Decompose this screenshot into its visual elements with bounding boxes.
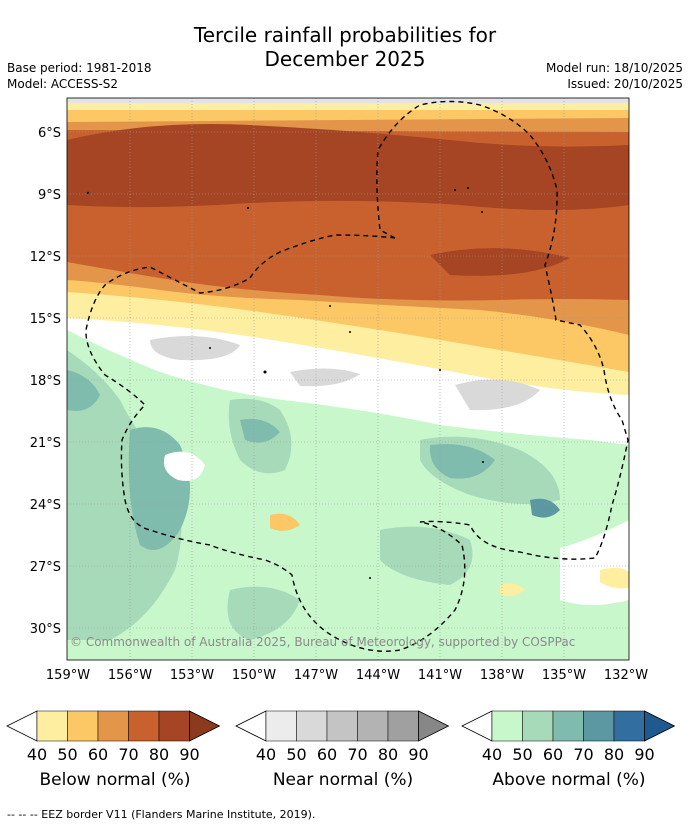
legend-left-arrow bbox=[235, 710, 267, 742]
lat-label: 6°S bbox=[38, 126, 61, 141]
legend-swatch bbox=[158, 710, 190, 742]
legend-value: 60 bbox=[88, 745, 108, 764]
legend-value: 80 bbox=[149, 745, 169, 764]
legend-value: 70 bbox=[118, 745, 138, 764]
lon-label: 138°W bbox=[480, 668, 524, 683]
lat-label: 21°S bbox=[30, 436, 61, 451]
lat-label: 12°S bbox=[30, 250, 61, 265]
legend-swatch bbox=[583, 710, 615, 742]
lon-label: 156°W bbox=[108, 668, 152, 683]
lat-label: 9°S bbox=[38, 188, 61, 203]
legend-swatch bbox=[296, 710, 328, 742]
map-title: Tercile rainfall probabilities for Decem… bbox=[0, 23, 690, 71]
map-frame bbox=[66, 97, 630, 661]
lat-label: 30°S bbox=[30, 622, 61, 637]
title-line-2: December 2025 bbox=[264, 47, 426, 71]
model-name: Model: ACCESS-S2 bbox=[7, 77, 119, 91]
legend-title-below: Below normal (%) bbox=[39, 770, 191, 790]
legend-swatch bbox=[552, 710, 584, 742]
lon-label: 144°W bbox=[356, 668, 400, 683]
map-field bbox=[67, 98, 629, 660]
legend-left-arrow bbox=[6, 710, 38, 742]
legends: 40 50 60 70 80 90 40 50 60 70 80 90 40 50 60 70 80 90 bbox=[6, 710, 676, 764]
legend-value: 50 bbox=[286, 745, 306, 764]
model-run: Model run: 18/10/2025 bbox=[545, 61, 683, 75]
lat-label: 27°S bbox=[30, 560, 61, 575]
legend-value: 60 bbox=[543, 745, 563, 764]
legend-swatch bbox=[387, 710, 419, 742]
legend-value: 80 bbox=[378, 745, 398, 764]
legend-title-above: Above normal (%) bbox=[492, 770, 646, 790]
legend-swatch bbox=[491, 710, 523, 742]
legend-value: 70 bbox=[347, 745, 367, 764]
legend-value: 90 bbox=[408, 745, 428, 764]
legend-swatch bbox=[522, 710, 554, 742]
legend-swatch bbox=[128, 710, 160, 742]
eez-border bbox=[85, 100, 629, 652]
meta-right: Model run: 18/10/2025 Issued: 20/10/2025 bbox=[546, 60, 683, 92]
legend-swatch bbox=[36, 710, 68, 742]
lat-label: 24°S bbox=[30, 498, 61, 513]
legend-left-arrow bbox=[461, 710, 493, 742]
legend-title-near: Near normal (%) bbox=[272, 770, 414, 790]
latitude-labels: 6°S 9°S 12°S 15°S 18°S 21°S 24°S 27°S 30… bbox=[30, 126, 61, 637]
legend-swatch bbox=[67, 710, 99, 742]
legend-value: 40 bbox=[256, 745, 276, 764]
legend-right-arrow bbox=[189, 710, 221, 742]
legend-value: 50 bbox=[512, 745, 532, 764]
legend-swatch bbox=[613, 710, 645, 742]
legend-value: 70 bbox=[573, 745, 593, 764]
probability-map: © Commonwealth of Australia 2025, Bureau… bbox=[30, 97, 648, 683]
legend-swatch bbox=[265, 710, 297, 742]
lon-label: 153°W bbox=[170, 668, 214, 683]
footnote: -- -- -- EEZ border V11 (Flanders Marine… bbox=[7, 808, 316, 821]
base-period: Base period: 1981-2018 bbox=[7, 61, 152, 75]
legend-value: 80 bbox=[604, 745, 624, 764]
legend-right-arrow bbox=[644, 710, 676, 742]
legend-right-arrow bbox=[418, 710, 450, 742]
lat-label: 15°S bbox=[30, 312, 61, 327]
legend-value: 40 bbox=[27, 745, 47, 764]
legend-above: 40 50 60 70 80 90 bbox=[461, 710, 676, 764]
legend-value: 50 bbox=[57, 745, 77, 764]
lon-label: 150°W bbox=[232, 668, 276, 683]
legend-swatch bbox=[326, 710, 358, 742]
legend-below: 40 50 60 70 80 90 bbox=[6, 710, 221, 764]
lon-label: 132°W bbox=[604, 668, 648, 683]
meta-left: Base period: 1981-2018 Model: ACCESS-S2 bbox=[7, 60, 152, 92]
legend-swatch bbox=[97, 710, 129, 742]
lon-label: 141°W bbox=[418, 668, 462, 683]
legend-swatch bbox=[357, 710, 389, 742]
legend-value: 60 bbox=[317, 745, 337, 764]
legend-value: 90 bbox=[179, 745, 199, 764]
lon-label: 159°W bbox=[46, 668, 90, 683]
legend-near: 40 50 60 70 80 90 bbox=[235, 710, 450, 764]
legend-value: 40 bbox=[482, 745, 502, 764]
lon-label: 147°W bbox=[294, 668, 338, 683]
title-line-1: Tercile rainfall probabilities for bbox=[193, 23, 497, 47]
lat-label: 18°S bbox=[30, 374, 61, 389]
issued-date: Issued: 20/10/2025 bbox=[567, 77, 683, 91]
lon-label: 135°W bbox=[542, 668, 586, 683]
longitude-labels: 159°W 156°W 153°W 150°W 147°W 144°W 141°… bbox=[46, 668, 648, 683]
copyright-text: © Commonwealth of Australia 2025, Bureau… bbox=[70, 635, 575, 649]
legend-value: 90 bbox=[634, 745, 654, 764]
